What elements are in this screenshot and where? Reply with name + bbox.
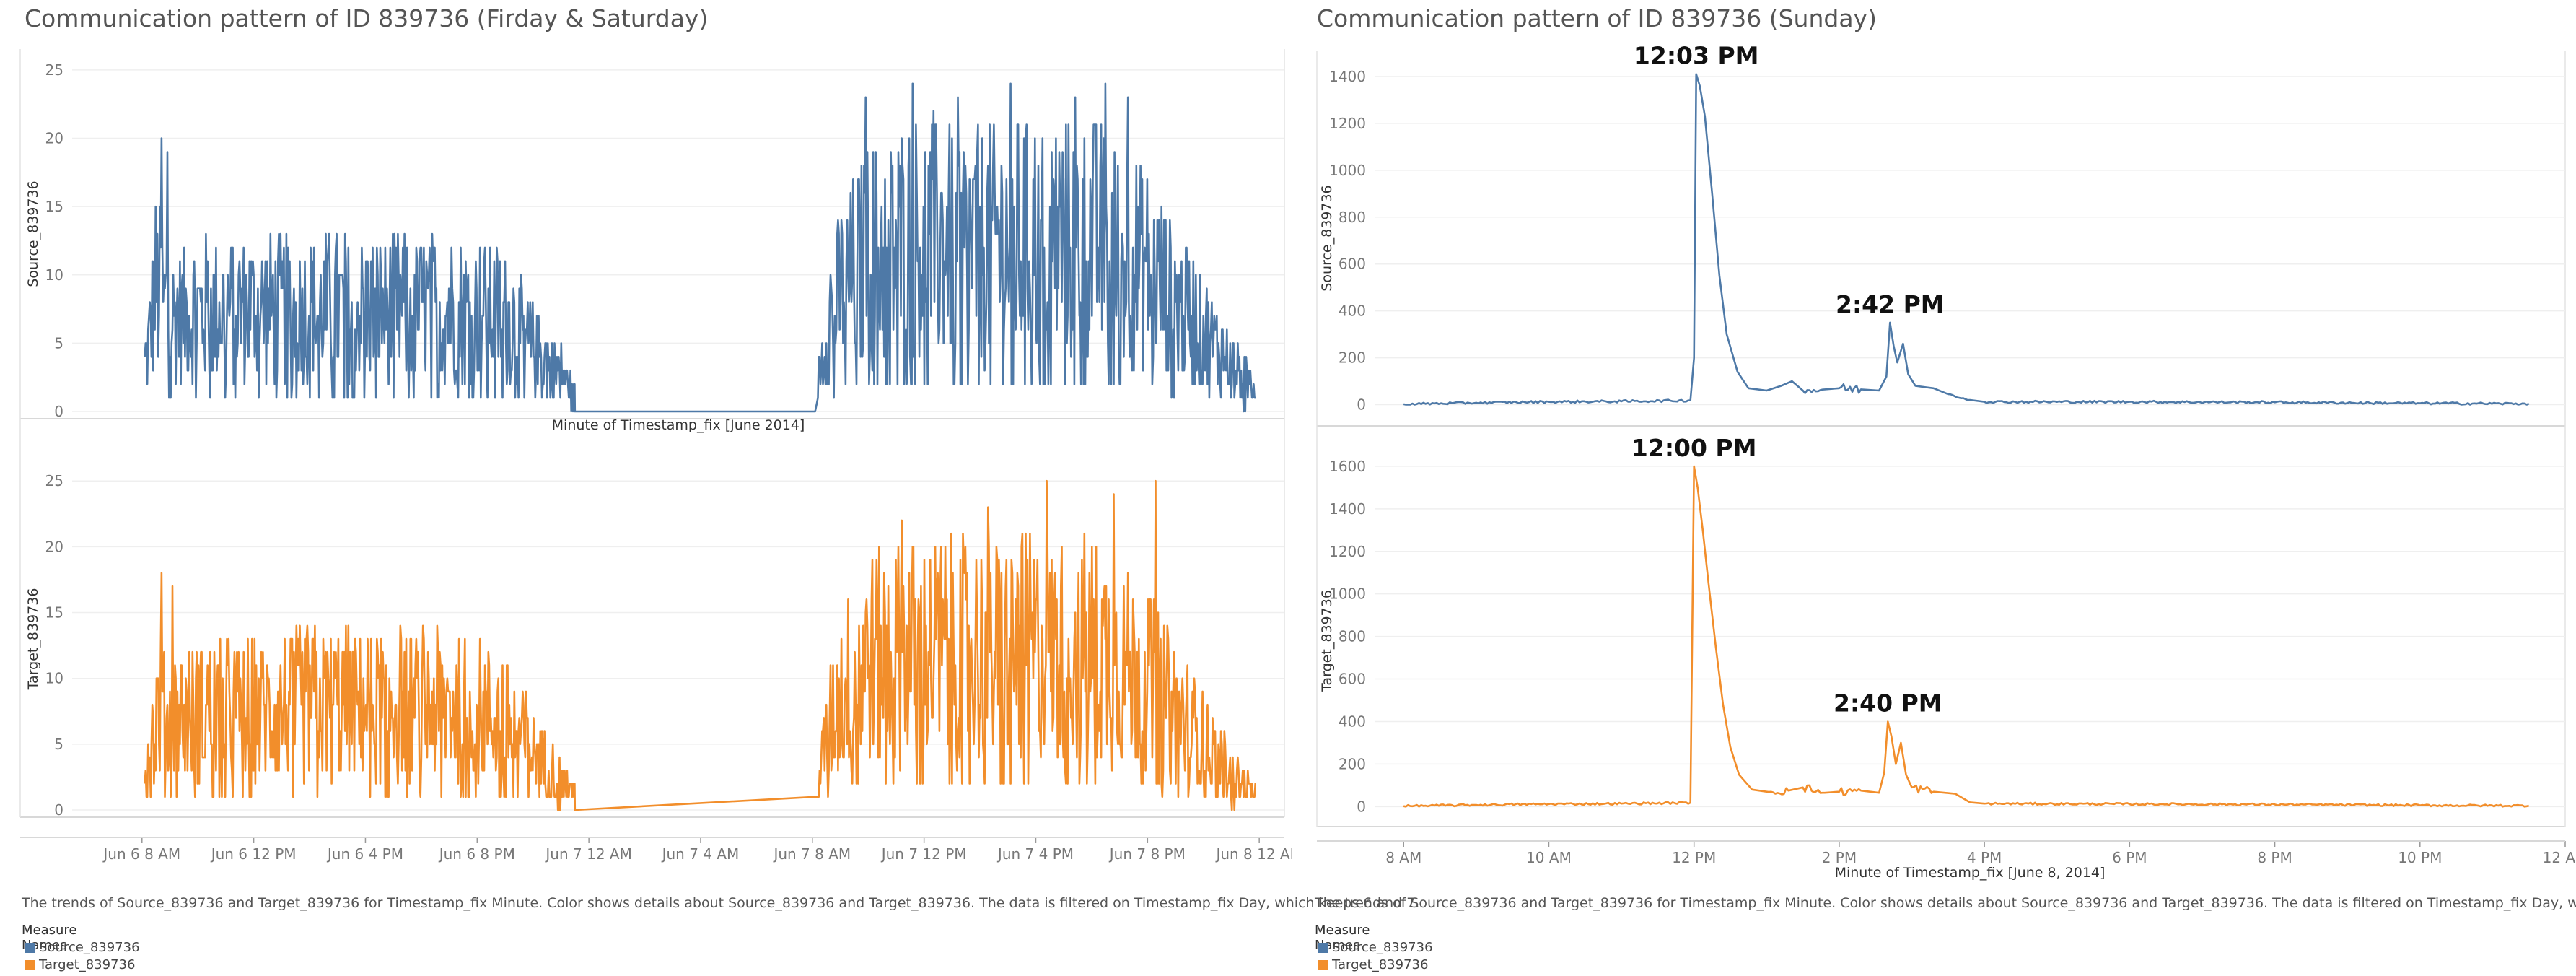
- legend-item-target[interactable]: Target_839736: [25, 957, 135, 972]
- x-axis-label: Minute of Timestamp_fix [June 2014]: [552, 417, 805, 433]
- y-tick-label: 400: [1339, 713, 1366, 730]
- x-tick-label: Jun 6 8 AM: [102, 845, 180, 863]
- y-tick-label: 1400: [1329, 500, 1366, 518]
- y-tick-label: 0: [1357, 396, 1366, 414]
- series-line-target-839736: [1403, 465, 2529, 808]
- chart-title: Communication pattern of ID 839736 (Sund…: [1317, 4, 1877, 32]
- y-axis-label: Source_839736: [1319, 185, 1335, 291]
- target-swatch: [1318, 959, 1328, 970]
- y-tick-label: 20: [45, 538, 63, 555]
- y-tick-label: 600: [1339, 671, 1366, 688]
- y-tick-label: 10: [45, 266, 63, 284]
- x-tick-label: 10 PM: [2398, 849, 2442, 866]
- x-tick-label: Jun 6 4 PM: [326, 845, 403, 863]
- y-tick-label: 400: [1339, 302, 1366, 320]
- x-tick-label: 4 PM: [1967, 849, 2002, 866]
- y-tick-label: 800: [1339, 628, 1366, 645]
- x-tick-label: 6 PM: [2112, 849, 2147, 866]
- x-tick-label: 8 AM: [1385, 849, 1421, 866]
- y-tick-label: 5: [54, 736, 63, 753]
- legend-item-source[interactable]: Source_839736: [25, 940, 140, 955]
- y-tick-label: 1200: [1329, 543, 1366, 560]
- legend-item-target[interactable]: Target_839736: [1318, 957, 1428, 972]
- source-swatch: [25, 942, 35, 953]
- y-axis-label: Source_839736: [25, 180, 41, 287]
- legend-label: Target_839736: [1332, 957, 1429, 972]
- series-line-source-839736: [144, 82, 1256, 413]
- x-tick-label: 12 PM: [1672, 849, 1716, 866]
- x-tick-label: Jun 8 12 AM: [1214, 845, 1292, 863]
- y-tick-label: 200: [1339, 349, 1366, 367]
- series-line-target-839736: [144, 479, 1256, 811]
- legend-label: Source_839736: [1332, 940, 1433, 955]
- y-tick-label: 20: [45, 130, 63, 147]
- x-tick-label: Jun 6 8 PM: [438, 845, 515, 863]
- y-tick-label: 1000: [1329, 585, 1366, 603]
- y-tick-label: 0: [54, 403, 63, 420]
- peak-annotation: 2:42 PM: [1836, 290, 1945, 318]
- y-tick-label: 600: [1339, 256, 1366, 273]
- peak-annotation: 2:40 PM: [1834, 689, 1942, 717]
- x-tick-label: Jun 7 12 AM: [544, 845, 631, 863]
- x-tick-label: 8 PM: [2257, 849, 2292, 866]
- y-tick-label: 25: [45, 472, 63, 489]
- line-chart-sunday[interactable]: 0 200 400 600 800 1000 1200 1400 Source_839736 12…: [1310, 36, 2576, 920]
- x-tick-label: Jun 7 8 AM: [772, 845, 851, 863]
- peak-annotation: 12:00 PM: [1631, 434, 1757, 462]
- source-swatch: [1318, 942, 1328, 953]
- x-tick-label: 2 PM: [1822, 849, 1857, 866]
- y-tick-label: 5: [54, 334, 63, 352]
- x-tick-label: Jun 7 4 AM: [661, 845, 740, 863]
- x-axis-label: Minute of Timestamp_fix [June 8, 2014]: [1835, 865, 2106, 881]
- y-axis-label: Target_839736: [1319, 590, 1335, 692]
- x-tick-label: 10 AM: [1526, 849, 1572, 866]
- y-tick-label: 0: [1357, 798, 1366, 815]
- y-tick-label: 1200: [1329, 115, 1366, 132]
- y-tick-label: 15: [45, 198, 63, 215]
- x-tick-label: Jun 7 8 PM: [1108, 845, 1186, 863]
- chart-caption: The trends of Source_839736 and Target_8…: [1315, 895, 2576, 911]
- legend-label: Source_839736: [39, 940, 140, 955]
- line-chart-fri-sat[interactable]: 0 5 10 15 20 25 Source_839736 0 5 10 15 20 25 Target_…: [0, 36, 1292, 920]
- y-tick-label: 10: [45, 670, 63, 687]
- legend-item-source[interactable]: Source_839736: [1318, 940, 1433, 955]
- legend-label: Target_839736: [39, 957, 136, 972]
- y-tick-label: 25: [45, 61, 63, 79]
- x-tick-label: Jun 7 4 PM: [996, 845, 1074, 863]
- x-tick-label: Jun 7 12 PM: [880, 845, 967, 863]
- y-tick-label: 1600: [1329, 458, 1366, 475]
- target-swatch: [25, 959, 35, 970]
- y-tick-label: 800: [1339, 209, 1366, 226]
- x-tick-label: Jun 6 12 PM: [210, 845, 297, 863]
- y-tick-label: 0: [54, 801, 63, 819]
- y-tick-label: 15: [45, 604, 63, 622]
- peak-annotation: 12:03 PM: [1634, 42, 1759, 70]
- y-tick-label: 200: [1339, 755, 1366, 772]
- chart-caption: The trends of Source_839736 and Target_8…: [22, 895, 1420, 911]
- y-tick-label: 1400: [1329, 68, 1366, 85]
- y-tick-label: 1000: [1329, 162, 1366, 179]
- series-line-source-839736: [1403, 73, 2530, 406]
- y-axis-label: Target_839736: [25, 588, 41, 691]
- chart-title: Communication pattern of ID 839736 (Fird…: [25, 4, 709, 32]
- x-tick-label: 12 AM: [2543, 849, 2576, 866]
